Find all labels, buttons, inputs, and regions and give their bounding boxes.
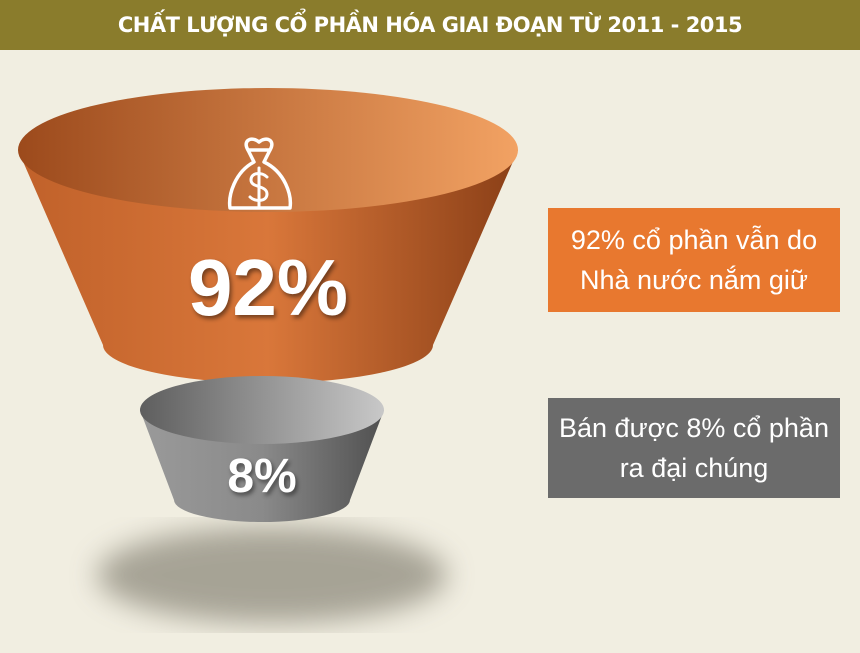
shadow bbox=[97, 527, 447, 623]
stage-label-box: 92% cổ phần vẫn do Nhà nước nắm giữ bbox=[548, 208, 840, 312]
stage-label: 92% cổ phần vẫn do Nhà nước nắm giữ bbox=[570, 225, 818, 295]
stage-label: Bán được 8% cổ phần ra đại chúng bbox=[559, 413, 829, 483]
icon-bag bbox=[227, 148, 293, 210]
funnel-top bbox=[140, 376, 384, 444]
title-bar: CHẤT LƯỢNG CỔ PHẦN HÓA GIAI ĐOẠN TỪ 2011… bbox=[0, 0, 860, 50]
funnel-body bbox=[18, 150, 518, 383]
chart-title: CHẤT LƯỢNG CỔ PHẦN HÓA GIAI ĐOẠN TỪ 2011… bbox=[117, 13, 743, 37]
value-label: 8% bbox=[227, 450, 296, 503]
icon-knot bbox=[244, 137, 274, 152]
funnel-stage bbox=[18, 88, 518, 383]
stage-label-box: Bán được 8% cổ phần ra đại chúng bbox=[548, 398, 840, 498]
money-bag-icon bbox=[227, 137, 293, 210]
icon-dollar bbox=[248, 166, 269, 208]
funnel-stage bbox=[140, 376, 384, 522]
value-label: 92% bbox=[188, 243, 348, 332]
